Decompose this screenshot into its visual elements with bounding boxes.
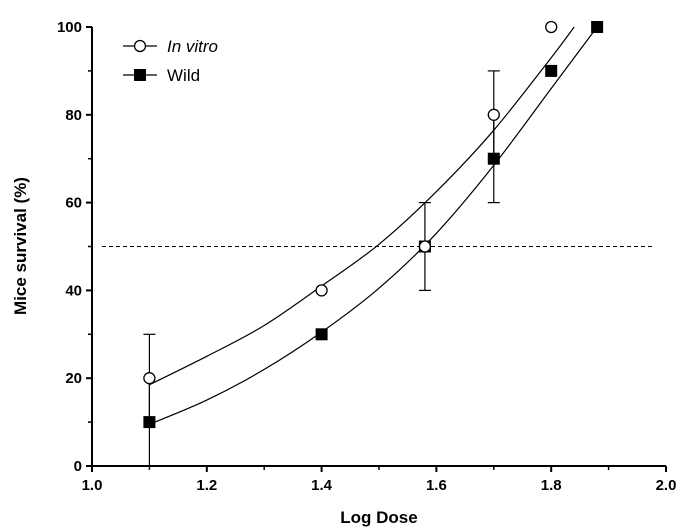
data-markers xyxy=(143,20,604,429)
data-point-wild xyxy=(487,152,500,165)
y-tick-label: 100 xyxy=(57,19,82,36)
x-tick-label: 1.2 xyxy=(196,477,217,494)
x-tick-label: 1.6 xyxy=(426,477,447,494)
x-tick-label: 1.8 xyxy=(541,477,562,494)
data-point-wild xyxy=(315,328,328,341)
data-point-in-vitro xyxy=(487,108,500,121)
legend-label: Wild xyxy=(167,66,200,85)
fit-curve-wild xyxy=(149,26,598,425)
legend: In vitro Wild xyxy=(123,37,218,85)
data-point-wild xyxy=(591,21,604,33)
legend-label: In vitro xyxy=(167,37,218,56)
data-point-in-vitro xyxy=(545,20,558,34)
data-point-in-vitro xyxy=(143,372,156,385)
data-point-in-vitro xyxy=(315,284,328,297)
data-point-wild xyxy=(143,416,156,429)
x-axis-title: Log Dose xyxy=(340,508,417,527)
x-tick-label: 1.4 xyxy=(311,477,333,494)
x-tick-label: 1.0 xyxy=(82,477,103,494)
y-tick-label: 0 xyxy=(74,458,82,475)
legend-marker-wild xyxy=(134,69,146,81)
axes: 1.0 1.2 1.4 1.6 1.8 2.0 0 20 40 60 80 100 xyxy=(57,19,676,494)
legend-marker-in-vitro xyxy=(133,39,147,53)
y-tick-label: 60 xyxy=(65,195,82,212)
y-tick-label: 20 xyxy=(65,370,82,387)
error-bars xyxy=(143,70,500,466)
y-axis-title: Mice survival (%) xyxy=(11,177,30,315)
data-point-in-vitro xyxy=(418,240,432,253)
fit-curve-in-vitro xyxy=(149,26,575,386)
x-tick-label: 2.0 xyxy=(656,477,677,494)
fit-curves xyxy=(149,26,598,425)
y-tick-label: 40 xyxy=(65,282,82,299)
data-point-wild xyxy=(545,64,558,77)
y-tick-label: 80 xyxy=(65,107,82,124)
